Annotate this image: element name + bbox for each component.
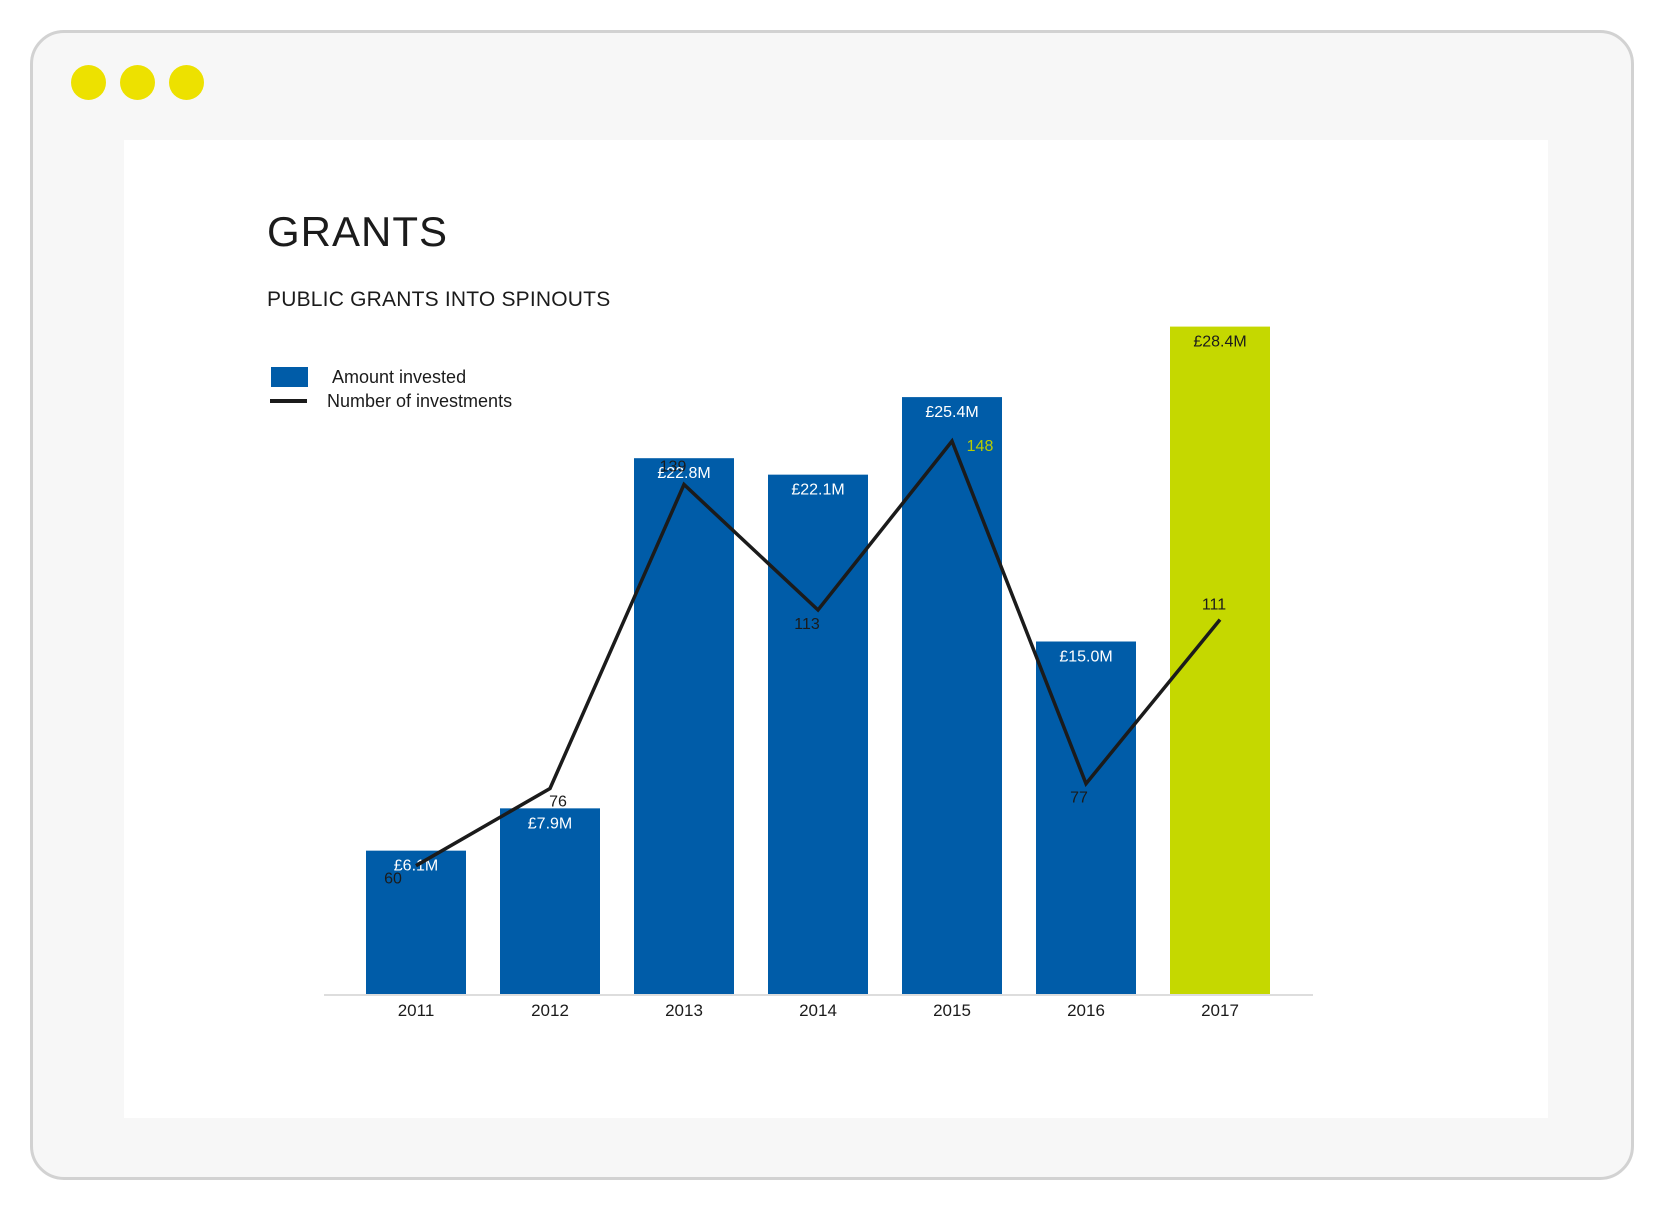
- bar-value-label-2016: £15.0M: [1059, 649, 1112, 666]
- x-tick-label-2014: 2014: [799, 1001, 837, 1020]
- chart-title: GRANTS: [267, 208, 449, 255]
- line-value-label-2015: 148: [967, 438, 994, 455]
- bar-value-label-2012: £7.9M: [528, 815, 572, 832]
- chart-subtitle: PUBLIC GRANTS INTO SPINOUTS: [267, 288, 611, 311]
- legend-label-count: Number of investments: [327, 390, 513, 411]
- bar-2013: [634, 458, 734, 994]
- bars-group: [366, 326, 1270, 995]
- bar-2014: [768, 474, 868, 994]
- legend: Amount invested Number of investments: [270, 365, 513, 413]
- bar-2015: [902, 397, 1002, 995]
- line-number-of-investments: [415, 437, 1222, 868]
- bar-value-label-2015: £25.4M: [925, 404, 978, 421]
- x-tick-label-2017: 2017: [1201, 1001, 1239, 1020]
- legend-swatch-bar: [271, 367, 308, 387]
- chart-panel: GRANTS PUBLIC GRANTS INTO SPINOUTS Amoun…: [124, 140, 1548, 1118]
- line-value-label-2013: 139: [660, 459, 687, 476]
- line-value-label-2012: 76: [549, 794, 567, 811]
- bar-labels-group: £6.1M £7.9M £22.8M £22.1M £25.4M £15.0M £28.4M: [394, 334, 1247, 875]
- x-tick-label-2016: 2016: [1067, 1001, 1105, 1020]
- line-group: [415, 437, 1222, 868]
- legend-item-count: Number of investments: [270, 389, 513, 413]
- window-controls: [71, 65, 204, 100]
- bar-value-label-2014: £22.1M: [791, 482, 844, 499]
- bar-2011: [366, 850, 466, 994]
- x-tick-label-2013: 2013: [665, 1001, 703, 1020]
- legend-item-amount: Amount invested: [271, 365, 512, 389]
- line-value-label-2017: 111: [1202, 597, 1226, 614]
- window-dot-2[interactable]: [120, 65, 155, 100]
- x-tick-label-2015: 2015: [933, 1001, 971, 1020]
- x-tick-label-2011: 2011: [398, 1001, 435, 1020]
- line-value-label-2016: 77: [1070, 790, 1088, 807]
- browser-window: GRANTS PUBLIC GRANTS INTO SPINOUTS Amoun…: [30, 30, 1634, 1180]
- bar-value-label-2017: £28.4M: [1193, 334, 1246, 351]
- x-tick-labels-group: 2011 2012 2013 2014 2015 2016 2017: [398, 1001, 1239, 1020]
- line-labels-group: 60 76 139 113 148 77 111: [384, 438, 1226, 888]
- legend-label-amount: Amount invested: [332, 366, 467, 387]
- bar-value-label-2011: £6.1M: [394, 858, 438, 875]
- legend-swatch-line: [270, 399, 307, 403]
- bar-value-label-2013: £22.8M: [657, 465, 710, 482]
- x-tick-label-2012: 2012: [531, 1001, 569, 1020]
- bar-2012: [500, 808, 600, 994]
- window-dot-1[interactable]: [71, 65, 106, 100]
- combo-chart: £6.1M £7.9M £22.8M £22.1M £25.4M £15.0M £28.4M…: [324, 326, 1313, 1020]
- line-value-label-2011: 60: [384, 871, 402, 888]
- window-dot-3[interactable]: [169, 65, 204, 100]
- line-value-label-2014: 113: [794, 616, 820, 633]
